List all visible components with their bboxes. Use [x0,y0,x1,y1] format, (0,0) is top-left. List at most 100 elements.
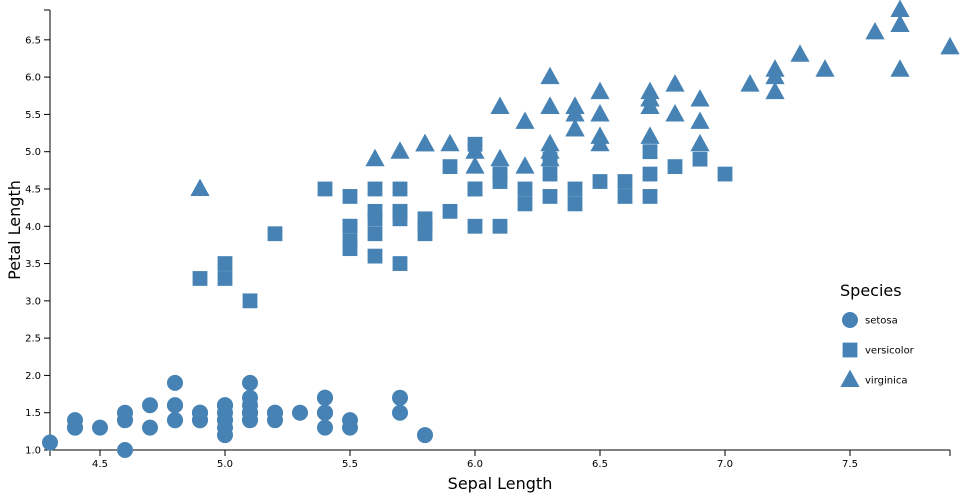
series-virginica [190,0,960,197]
y-tick-label: 1.0 [25,446,41,457]
data-point-versicolor [367,203,383,219]
data-point-setosa [92,419,108,436]
legend-marker-versicolor [842,342,858,358]
data-point-versicolor [442,159,458,175]
data-point-versicolor [617,189,633,204]
data-point-setosa [42,434,58,451]
data-point-virginica [665,103,685,122]
series-versicolor [192,136,733,309]
data-point-versicolor [642,166,658,182]
data-point-setosa [217,397,233,414]
data-point-versicolor [542,189,558,204]
data-point-versicolor [667,159,683,175]
data-point-virginica [765,81,785,100]
data-point-virginica [365,148,385,167]
data-point-versicolor [342,241,358,257]
data-point-virginica [690,133,710,152]
data-point-versicolor [517,181,533,197]
data-point-setosa [117,412,133,429]
data-point-versicolor [617,174,633,189]
data-point-versicolor [417,218,433,234]
legend-label-virginica: virginica [865,376,908,387]
data-point-virginica [690,89,710,107]
data-point-setosa [292,404,308,421]
data-point-versicolor [217,271,233,286]
data-point-versicolor [467,218,483,234]
data-point-virginica [590,81,610,100]
data-point-setosa [267,404,283,421]
data-point-versicolor [242,293,258,309]
data-point-virginica [515,156,535,174]
data-point-versicolor [717,166,733,182]
y-axis-title: Petal Length [5,180,24,280]
data-point-versicolor [592,174,608,189]
x-tick-label: 5.5 [342,459,358,470]
legend-marker-virginica [840,369,860,388]
data-point-setosa [167,412,183,429]
data-point-virginica [865,21,885,40]
data-point-versicolor [392,181,408,197]
data-point-virginica [490,96,510,115]
data-point-virginica [590,126,610,144]
data-point-versicolor [692,151,708,167]
legend-title: Species [840,281,902,300]
data-point-versicolor [367,248,383,264]
y-tick-label: 3.0 [25,296,41,307]
legend-item-setosa: setosa [842,312,898,328]
data-point-virginica [490,148,510,167]
data-point-versicolor [367,181,383,197]
x-axis-ticks: 4.5 5.0 5.5 6.0 6.5 7.0 7.5 [49,450,951,470]
x-tick-label: 6.5 [592,459,608,470]
legend-marker-setosa [842,312,858,328]
legend-item-virginica: virginica [840,369,908,388]
data-point-virginica [540,66,560,85]
data-point-setosa [142,419,158,436]
data-point-virginica [790,44,810,62]
data-point-virginica [765,66,785,85]
data-point-virginica [390,141,410,159]
data-point-versicolor [342,189,358,204]
data-point-virginica [565,103,585,122]
y-tick-label: 2.0 [25,371,41,382]
data-point-virginica [690,111,710,129]
data-point-virginica [465,141,485,159]
data-point-versicolor [342,218,358,234]
data-point-versicolor [267,226,283,242]
x-tick-label: 4.5 [92,459,108,470]
data-point-versicolor [392,256,408,271]
data-point-setosa [217,412,233,429]
data-point-setosa [417,427,433,444]
data-point-setosa [192,412,208,429]
data-point-versicolor [517,196,533,212]
data-point-virginica [890,14,910,32]
data-point-versicolor [492,174,508,189]
y-tick-label: 1.5 [25,408,41,419]
y-tick-label: 2.5 [25,334,41,345]
data-point-versicolor [642,144,658,160]
data-point-setosa [392,404,408,421]
data-point-virginica [640,89,660,107]
data-point-virginica [665,74,685,92]
data-point-virginica [590,103,610,122]
data-point-virginica [515,111,535,129]
series-setosa [42,374,433,458]
data-point-versicolor [567,196,583,212]
data-point-versicolor [442,203,458,219]
x-tick-label: 7.0 [717,459,733,470]
y-tick-label: 6.5 [25,35,41,46]
y-tick-label: 5.5 [25,110,41,121]
data-point-versicolor [317,181,333,197]
x-tick-label: 6.0 [467,459,483,470]
data-point-virginica [740,74,760,92]
data-point-setosa [317,419,333,436]
data-point-setosa [317,389,333,406]
data-point-versicolor [642,189,658,204]
y-tick-label: 4.0 [25,222,41,233]
data-point-setosa [167,374,183,391]
data-point-virginica [465,156,485,174]
data-point-virginica [640,126,660,144]
data-point-setosa [242,374,258,391]
y-tick-label: 4.5 [25,184,41,195]
